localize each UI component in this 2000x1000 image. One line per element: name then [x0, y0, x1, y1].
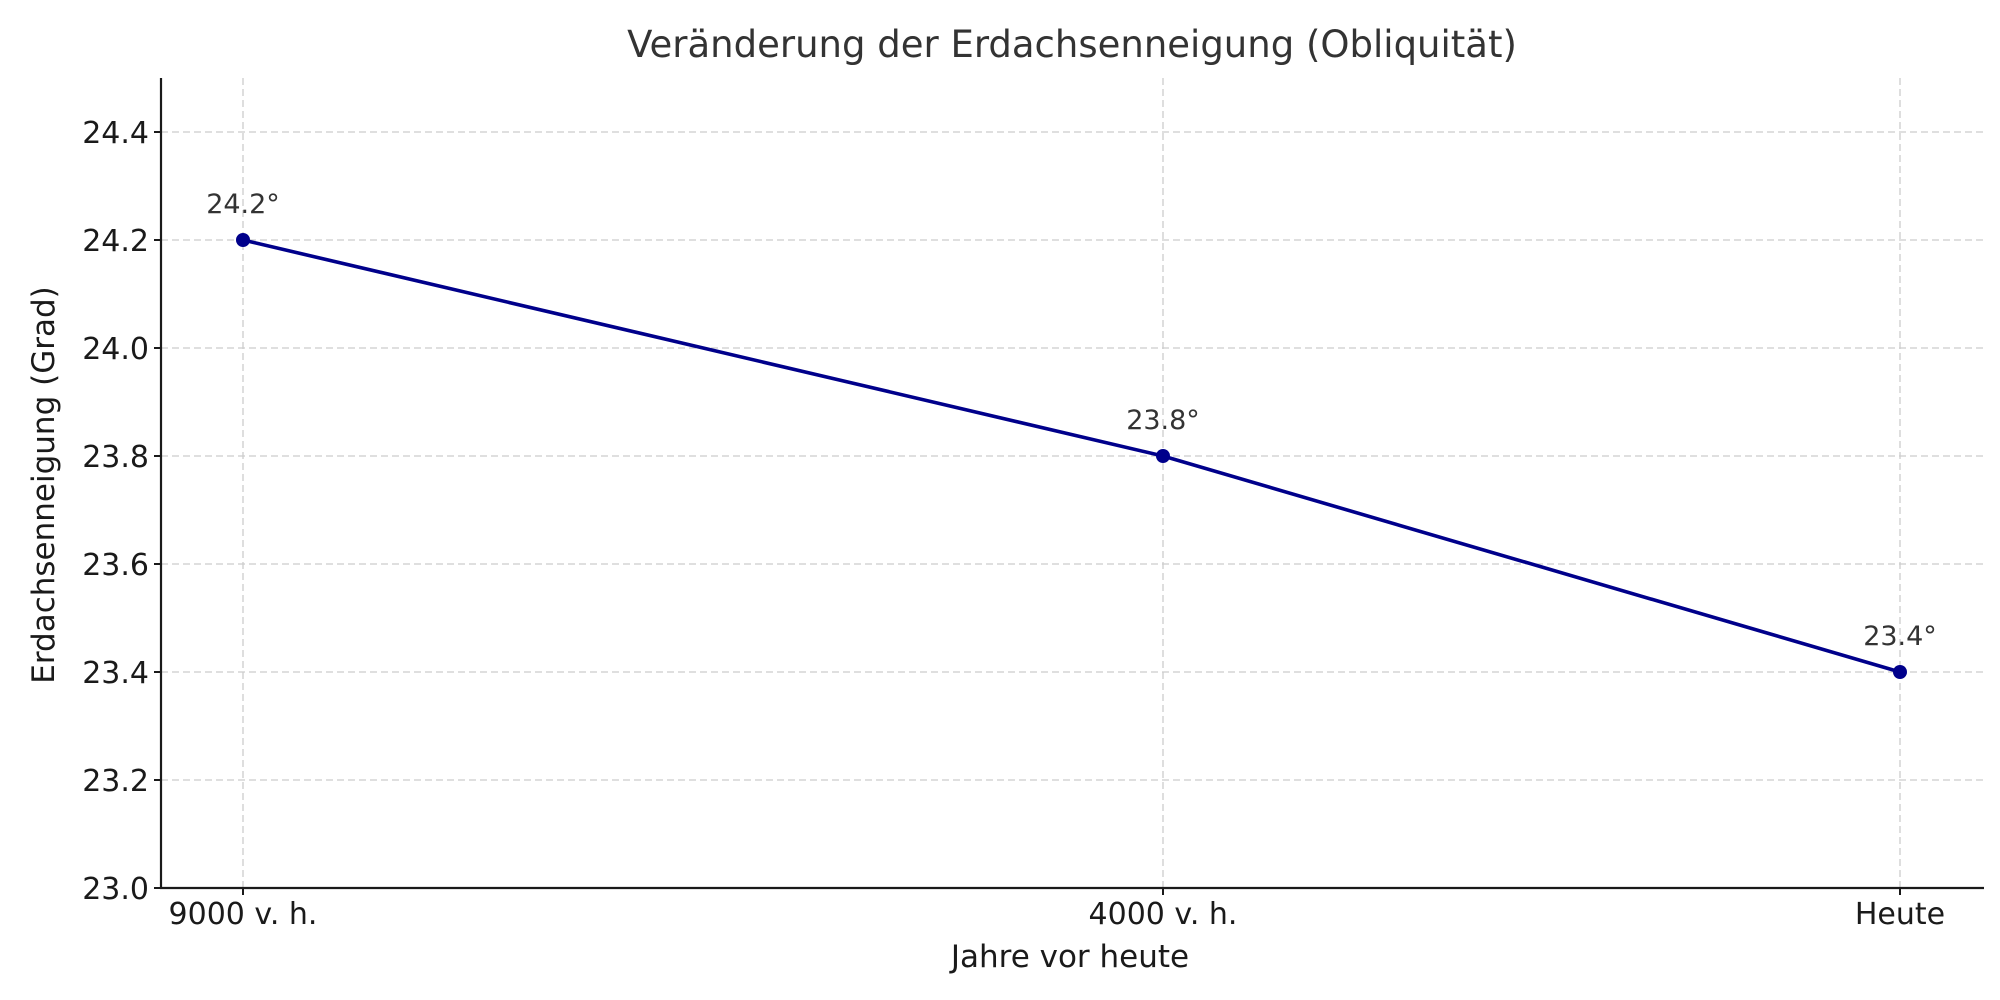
y-tick-label: 24.0 — [82, 332, 149, 367]
x-tick-label: 4000 v. h. — [1089, 897, 1238, 932]
y-tick-label: 23.4 — [82, 656, 149, 691]
data-point — [236, 233, 250, 247]
y-tick-label: 24.2 — [82, 224, 149, 259]
y-tick-label: 24.4 — [82, 116, 149, 151]
y-axis-title: Erdachsenneigung (Grad) — [26, 286, 62, 684]
y-tick-label: 23.2 — [82, 764, 149, 799]
x-tick-label: Heute — [1855, 897, 1945, 932]
data-label: 24.2° — [206, 189, 280, 220]
data-label: 23.4° — [1863, 621, 1937, 652]
tick-labels: 23.0 23.2 23.4 23.6 23.8 24.0 24.2 24.4 9000 v. … — [82, 116, 1945, 932]
data-point — [1156, 449, 1170, 463]
y-tick-label: 23.0 — [82, 872, 149, 907]
y-tick-label: 23.6 — [82, 548, 149, 583]
axes — [159, 78, 1984, 890]
x-tick-label: 9000 v. h. — [169, 897, 318, 932]
series — [236, 233, 1907, 679]
y-tick-label: 23.8 — [82, 440, 149, 475]
chart-title: Veränderung der Erdachsenneigung (Obliqu… — [627, 23, 1517, 66]
data-label: 23.8° — [1126, 405, 1200, 436]
data-labels: 24.2° 23.8° 23.4° — [206, 189, 1937, 652]
x-axis-title: Jahre vor heute — [949, 939, 1189, 975]
grid-lines — [161, 78, 1984, 888]
data-point — [1893, 665, 1907, 679]
